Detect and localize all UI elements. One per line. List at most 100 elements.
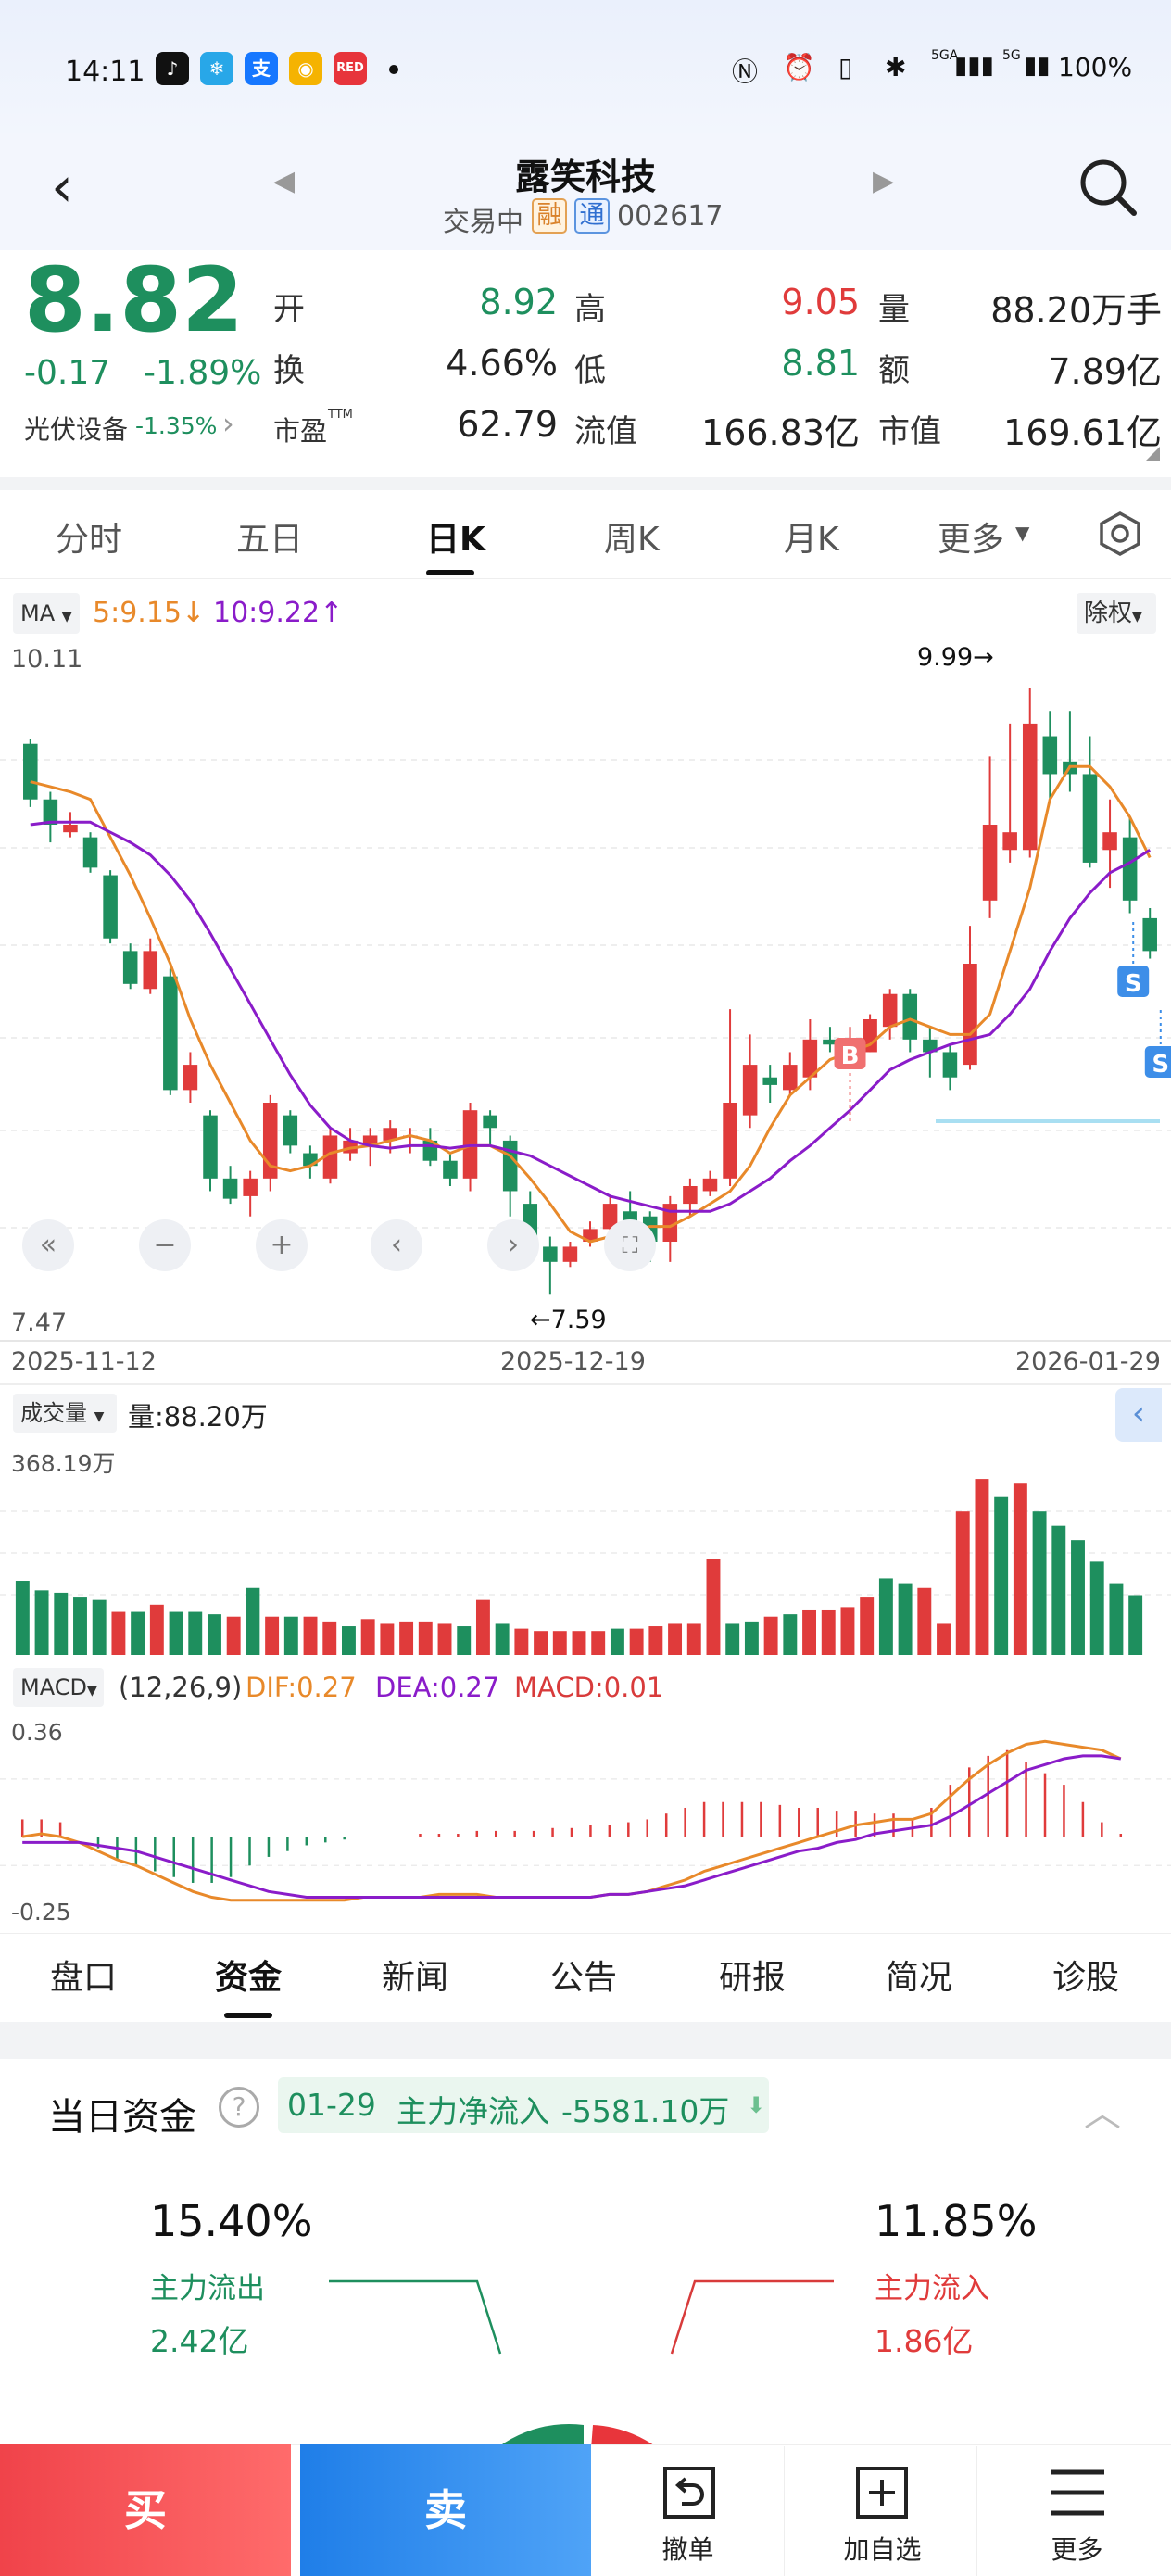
scroll-left-button[interactable]: ‹ (371, 1219, 422, 1271)
tab-research[interactable]: 研报 (719, 1959, 787, 1997)
bluetooth-icon: ✱ (885, 52, 907, 82)
more-menu-button[interactable]: 更多 (1010, 2446, 1144, 2576)
volume-bar (188, 1611, 203, 1655)
inflow-pct: 11.85% (875, 2196, 1038, 2246)
macd-axis-min: -0.25 (11, 1899, 71, 1926)
tab-intraday[interactable]: 分时 (56, 521, 123, 559)
expand-corner-icon[interactable] (1145, 447, 1160, 461)
macd-selector-label: MACD (20, 1674, 87, 1700)
outflow-label: 主力流出 (150, 2272, 265, 2305)
inflow-amount: 1.86亿 (875, 2323, 974, 2359)
zoom-in-button[interactable]: + (256, 1219, 308, 1271)
macd-dropdown-icon: ▼ (86, 1684, 97, 1698)
sector-chevron-icon[interactable]: › (222, 406, 234, 441)
macd-indicator-selector[interactable]: MACD▼ (13, 1668, 104, 1707)
chart-period-tabs: 分时 五日 日K 周K 月K 更多 ▼ (0, 490, 1171, 579)
volume-chart: 368.19万 (0, 1450, 1171, 1655)
tab-diagnosis[interactable]: 诊股 (1052, 1959, 1120, 1997)
buy-marker-label: B (841, 1042, 860, 1070)
candle (23, 739, 38, 807)
volume-bar (169, 1611, 183, 1655)
tab-weekly-k[interactable]: 周K (604, 521, 660, 559)
sector-change[interactable]: -1.35% (135, 412, 218, 439)
turnover-label: 换 (273, 352, 305, 389)
tab-funds[interactable]: 资金 (215, 1959, 283, 1997)
volume-bar (111, 1611, 126, 1655)
candle-body (623, 1211, 637, 1222)
candle-body (742, 1065, 758, 1116)
volume-bar (34, 1590, 49, 1655)
network-5ga-label: 5GA (931, 48, 959, 63)
candle (823, 1027, 837, 1053)
prev-stock-button[interactable]: ◀ (273, 165, 296, 197)
collapse-panel-icon[interactable]: ‹ (1115, 1388, 1162, 1442)
volume-bar (457, 1626, 472, 1655)
candle (183, 1052, 198, 1103)
candle-body (562, 1246, 578, 1262)
zoom-out-button[interactable]: − (139, 1219, 191, 1271)
volume-bar (73, 1597, 87, 1655)
nfc-icon: Ⓝ (732, 57, 759, 87)
funds-panel: 当日资金 ? 01-29 主力净流入 -5581.10万 ⬇ ︿ 15.40% … (0, 2059, 1171, 2448)
scroll-to-start-button[interactable]: « (22, 1219, 74, 1271)
sell-button[interactable]: 卖 (300, 2444, 591, 2576)
volume-bar (783, 1614, 798, 1655)
tab-order-book[interactable]: 盘口 (50, 1959, 118, 1997)
tab-profile[interactable]: 简况 (886, 1959, 953, 1997)
candle (103, 870, 118, 944)
price-change-pct: -1.89% (144, 354, 262, 392)
current-price: 8.82 (24, 248, 244, 352)
candle-body (1042, 736, 1058, 775)
volume-indicator-selector[interactable]: 成交量 ▼ (13, 1394, 117, 1433)
amount-value: 7.89亿 (1048, 351, 1162, 392)
candlestick-chart[interactable]: B S S 10.11 7.47 9.99→ ←7.59 2025-11-12 20… (0, 639, 1171, 1381)
candle (543, 1236, 558, 1295)
cancel-order-button[interactable]: 撤单 (621, 2446, 755, 2576)
fullscreen-button[interactable]: ⛶ (604, 1219, 656, 1271)
candle (963, 926, 977, 1070)
volume-bar (265, 1616, 280, 1655)
add-watchlist-button[interactable]: 加自选 (815, 2446, 950, 2576)
candle-body (963, 964, 977, 1066)
back-button[interactable]: ‹ (51, 155, 73, 220)
candle (742, 1034, 758, 1129)
volume-bar (208, 1614, 221, 1655)
tab-news[interactable]: 新闻 (382, 1959, 449, 1997)
volume-bar (418, 1621, 433, 1655)
low-label: 低 (574, 352, 606, 389)
tab-five-day[interactable]: 五日 (236, 521, 304, 559)
sector-name[interactable]: 光伏设备 (24, 414, 129, 445)
candle-body (762, 1077, 777, 1085)
volume-bar (534, 1631, 548, 1655)
candle-body (243, 1178, 258, 1196)
candle (502, 1135, 518, 1217)
adjust-selector[interactable]: 除权▼ (1077, 593, 1156, 634)
buy-button[interactable]: 买 (0, 2444, 291, 2576)
candle-body (802, 1039, 818, 1078)
volume-bar (860, 1597, 875, 1655)
tab-monthly-k[interactable]: 月K (784, 521, 839, 559)
candle-body (783, 1065, 798, 1091)
volume-bar (706, 1559, 721, 1655)
candle-body (602, 1204, 618, 1230)
scroll-right-button[interactable]: › (487, 1219, 539, 1271)
candle (702, 1170, 718, 1196)
section-divider (0, 477, 1171, 490)
notification-dot-icon (389, 65, 398, 74)
collapse-chevron-icon[interactable]: ︿ (1084, 2092, 1121, 2135)
chart-settings-icon[interactable] (1097, 511, 1143, 557)
trade-markers: B S S (834, 922, 1171, 1121)
volume-bar (686, 1623, 701, 1655)
volume-bar (917, 1587, 932, 1655)
help-icon[interactable]: ? (219, 2087, 259, 2128)
volume-bar (322, 1621, 337, 1655)
candles-group (23, 688, 1157, 1295)
next-stock-button[interactable]: ▶ (873, 165, 895, 197)
ma-selector[interactable]: MA ▼ (13, 593, 80, 634)
tab-more-dropdown-icon[interactable]: ▼ (1015, 522, 1030, 544)
tab-more[interactable]: 更多 (938, 521, 1005, 559)
tab-daily-k[interactable]: 日K (426, 521, 485, 559)
search-icon[interactable] (1078, 158, 1138, 217)
tab-announcements[interactable]: 公告 (550, 1959, 618, 1997)
candle (662, 1195, 678, 1262)
